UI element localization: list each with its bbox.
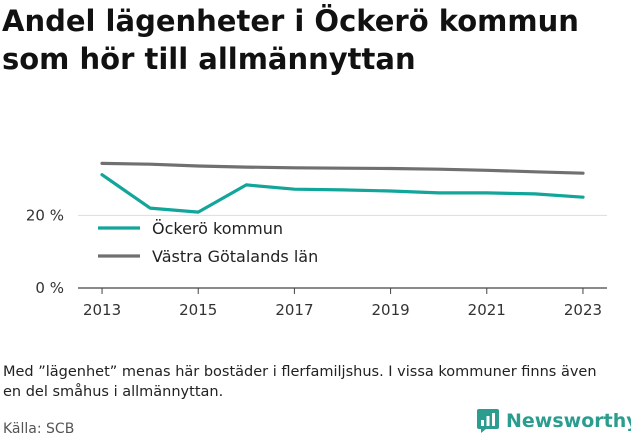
series-line <box>100 173 585 214</box>
series-lines <box>100 161 585 214</box>
x-axis: 2013 2015 2017 2019 2021 2023 <box>83 288 602 319</box>
y-axis: 0 % 20 % <box>26 206 64 297</box>
brand-logo[interactable]: Newsworthy <box>476 408 631 434</box>
legend-label: Västra Götalands län <box>152 247 318 266</box>
source-label: Källa: SCB <box>3 421 75 437</box>
legend: Öckerö kommun Västra Götalands län <box>98 219 318 266</box>
x-tick-label: 2017 <box>275 301 313 319</box>
legend-label: Öckerö kommun <box>152 219 283 238</box>
y-tick-label: 20 % <box>26 206 64 224</box>
series-line <box>100 161 585 175</box>
newsworthy-logo-icon <box>477 409 499 433</box>
x-tick-label: 2023 <box>564 301 602 319</box>
line-chart: 0 % 20 % 2013 2015 2017 2019 2021 2023 Öckerö … <box>26 161 607 319</box>
y-tick-label: 0 % <box>35 279 64 297</box>
x-tick-label: 2021 <box>468 301 506 319</box>
chart-title: Andel lägenheter i Öckerö kommun som hör… <box>2 4 579 76</box>
grid <box>78 214 607 289</box>
chart-note: Med ”lägenhet” menas här bostäder i fler… <box>3 364 597 400</box>
x-tick-label: 2013 <box>83 301 121 319</box>
x-tick-label: 2019 <box>371 301 409 319</box>
x-tick-label: 2015 <box>179 301 217 319</box>
brand-name: Newsworthy <box>506 410 631 432</box>
